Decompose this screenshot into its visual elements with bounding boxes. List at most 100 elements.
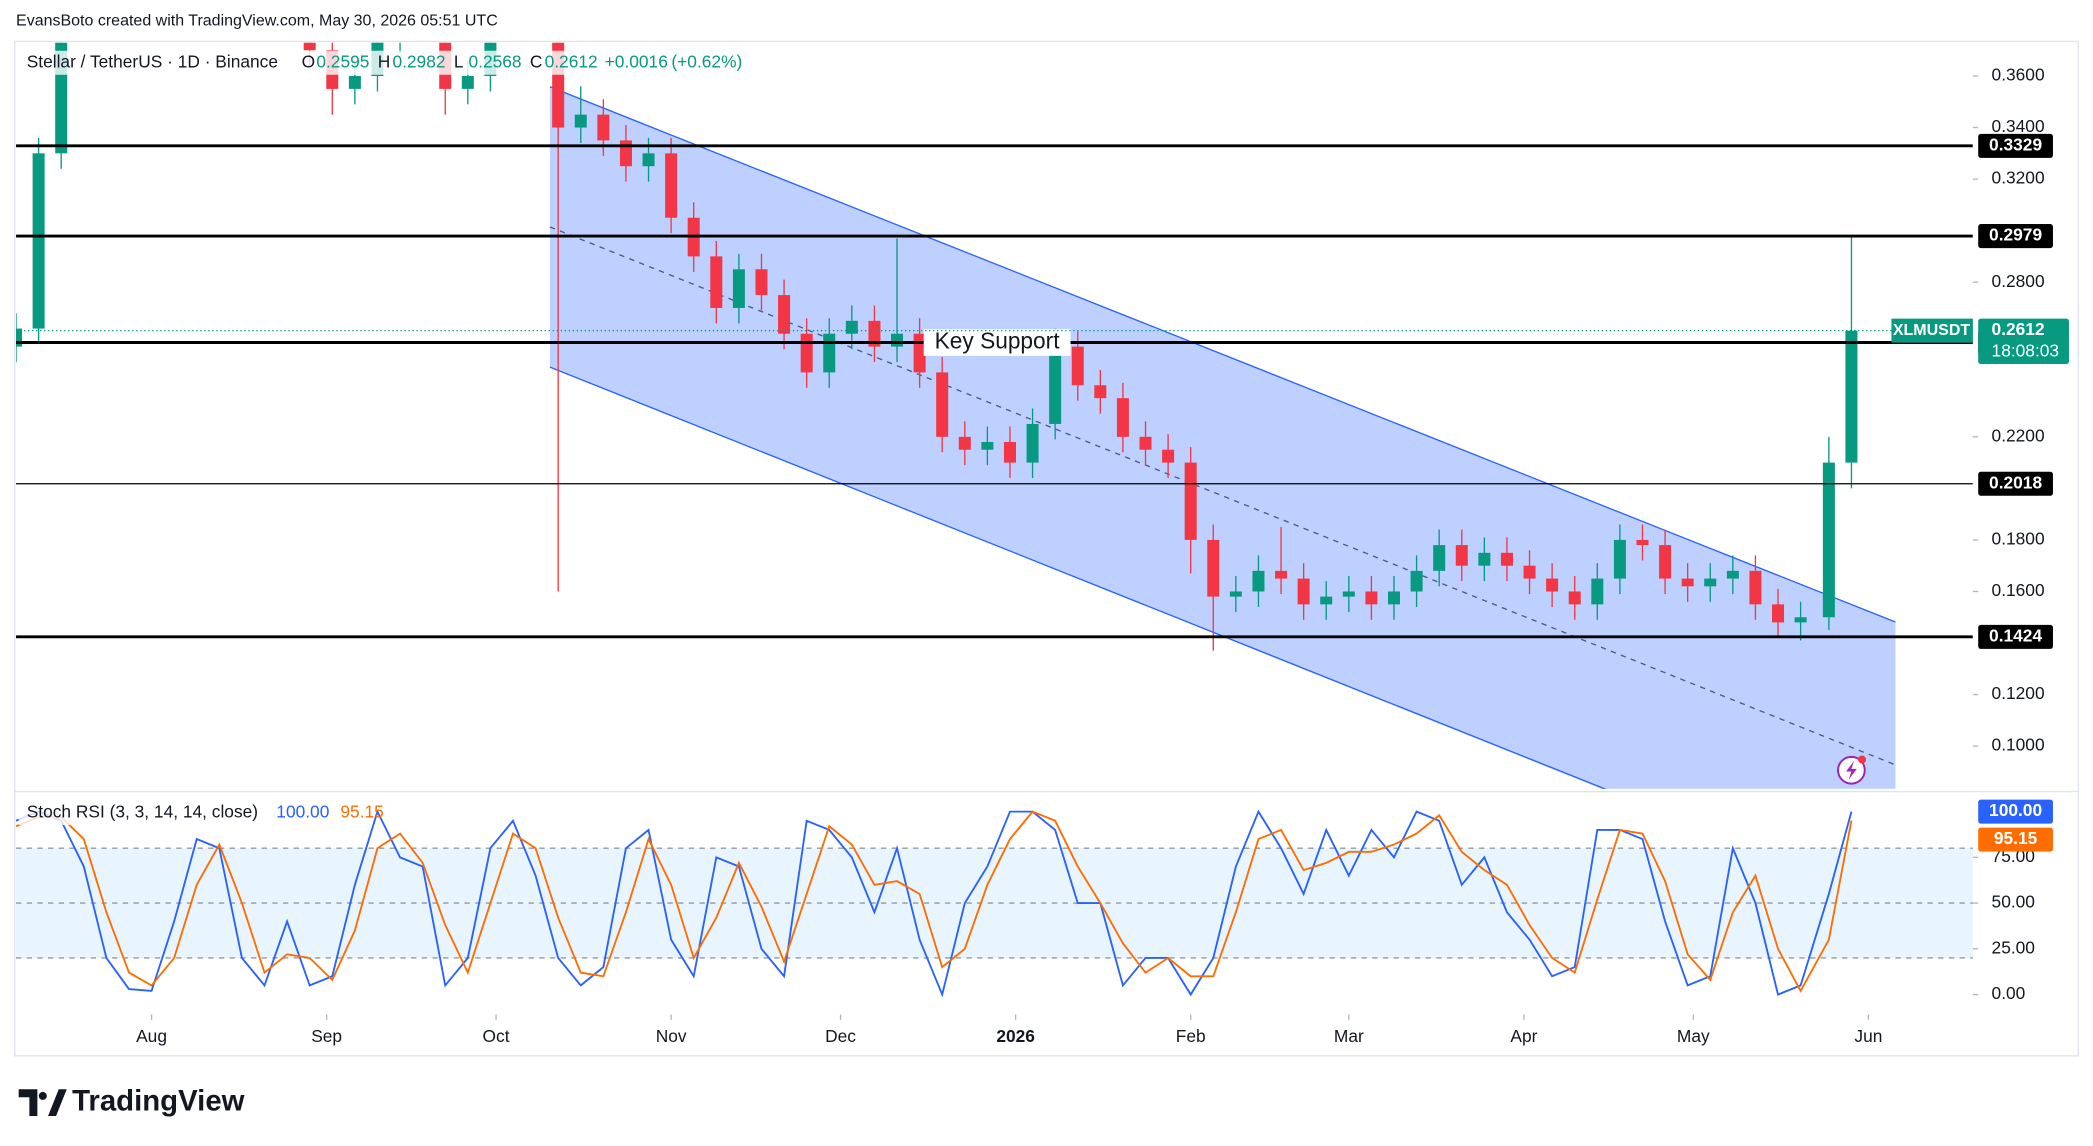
candle-body (1478, 552, 1491, 566)
candle-body (778, 295, 791, 334)
value-tag (1978, 799, 2053, 824)
icon-bolt (1846, 760, 1857, 780)
y-tick-label: 0.1200 (1992, 683, 2045, 703)
value-tag-label: 95.15 (1994, 828, 2038, 848)
ohlc-letter: C (530, 51, 543, 71)
y-tick-label: 0.3400 (1992, 116, 2045, 136)
level-tag-label: 0.3329 (1989, 134, 2042, 154)
watermark: EvansBoto created with TradingView.com, … (16, 13, 498, 30)
candle-body (1342, 591, 1355, 597)
ohlc-letter: O (302, 51, 316, 71)
ohlc-value: 0.2982 (392, 51, 445, 71)
candle-body (665, 153, 678, 218)
candle-body (1523, 565, 1536, 579)
x-tick-label: May (1677, 1026, 1710, 1046)
x-tick-label: Aug (136, 1026, 167, 1046)
candle-body (958, 436, 971, 450)
candle-body (891, 333, 904, 347)
level-tag-label: 0.2018 (1989, 472, 2042, 492)
candle-body (1613, 539, 1626, 579)
candle-body (1026, 423, 1039, 463)
frame (14, 40, 2079, 1057)
candle-body (1116, 398, 1129, 437)
change-pct: (+0.62%) (671, 51, 742, 71)
level-tag-label: 0.1424 (1989, 625, 2042, 645)
y-tick-label: 0.1000 (1992, 735, 2045, 755)
candle-body (642, 153, 655, 167)
y-tick-label: 0.2200 (1992, 425, 2045, 445)
level-tag-label: 0.2979 (1989, 225, 2042, 245)
ohlc-value: 0.2568 (469, 51, 522, 71)
x-tick-label: 2026 (996, 1026, 1035, 1046)
candle-body (1772, 604, 1785, 623)
candle-body (1749, 570, 1762, 605)
x-tick-label: Apr (1510, 1026, 1537, 1046)
candle-body (936, 372, 949, 437)
y-tick-label: 0.3600 (1992, 65, 2045, 85)
candle-body (1365, 591, 1378, 605)
candle-body (619, 140, 632, 167)
candle-body (1726, 570, 1739, 579)
candle-body (1184, 462, 1197, 540)
candle-body (732, 269, 745, 308)
legend: Stellar / TetherUS · 1D · Binance Stoch … (18, 50, 747, 825)
candle-body (1252, 570, 1265, 592)
level-tag (1978, 224, 2053, 249)
candle-body (507, 0, 519, 24)
countdown: 18:08:03 (1992, 341, 2060, 361)
symbol-tag (1891, 318, 1973, 343)
ohlc-letter: H (378, 51, 391, 71)
candle-body (823, 333, 836, 373)
stoch-line (16, 810, 1853, 993)
candle-body (1410, 570, 1423, 592)
level-tag (1978, 471, 2053, 496)
candle-body (1500, 552, 1513, 566)
x-tick-label: Mar (1334, 1026, 1364, 1046)
candle-body (1794, 617, 1807, 623)
level-tag (1978, 133, 2053, 158)
y-tick-label: 0.3200 (1992, 168, 2045, 188)
y-tick-label: 0.2800 (1992, 271, 2045, 291)
candle-body (1681, 578, 1694, 587)
legend-title: Stellar / TetherUS · 1D · Binance (27, 51, 278, 71)
x-tick-label: Sep (311, 1026, 342, 1046)
annotation: Key Support (935, 327, 1061, 353)
change: +0.0016 (605, 51, 668, 71)
axes: Aug Sep Oct Nov Dec 2026 Feb Mar Apr May Jun 0.3600… (136, 65, 2069, 1046)
candle-body (1003, 441, 1016, 463)
y-tick-label: 50.00 (1992, 892, 2035, 912)
candle-body (1636, 539, 1649, 546)
channel-mid (549, 226, 1896, 766)
candle-body (1162, 449, 1175, 463)
candle-body (1229, 591, 1242, 597)
candle-body (1387, 591, 1401, 605)
price-tag-label: 0.2612 (1992, 319, 2045, 339)
x-tick-label: Dec (825, 1026, 856, 1046)
candle-body (461, 75, 474, 89)
brand-name: TradingView (72, 1084, 245, 1117)
legend-bg (18, 50, 747, 75)
lines (16, 809, 1853, 998)
x-tick-label: Feb (1176, 1026, 1206, 1046)
brand-logo (18, 1089, 67, 1116)
candle-body (1659, 545, 1672, 579)
x-tick-label: Jun (1854, 1026, 1882, 1046)
legend-value: 100.00 (276, 802, 329, 822)
level-tag (1978, 624, 2053, 649)
candle-body (1297, 578, 1310, 605)
candle-body (303, 42, 316, 51)
candle-body (1207, 539, 1220, 597)
price-tag (1978, 318, 2069, 365)
candle-body (710, 256, 723, 308)
candle-body (1822, 462, 1835, 618)
x-tick-label: Nov (656, 1026, 687, 1046)
candle-body (755, 269, 768, 296)
channel (549, 86, 1896, 789)
candle-body (1071, 346, 1084, 386)
x-tick-label: Oct (483, 1026, 510, 1046)
candle-body (16, 328, 23, 347)
candle-body (868, 320, 881, 347)
candle-body (574, 114, 587, 128)
